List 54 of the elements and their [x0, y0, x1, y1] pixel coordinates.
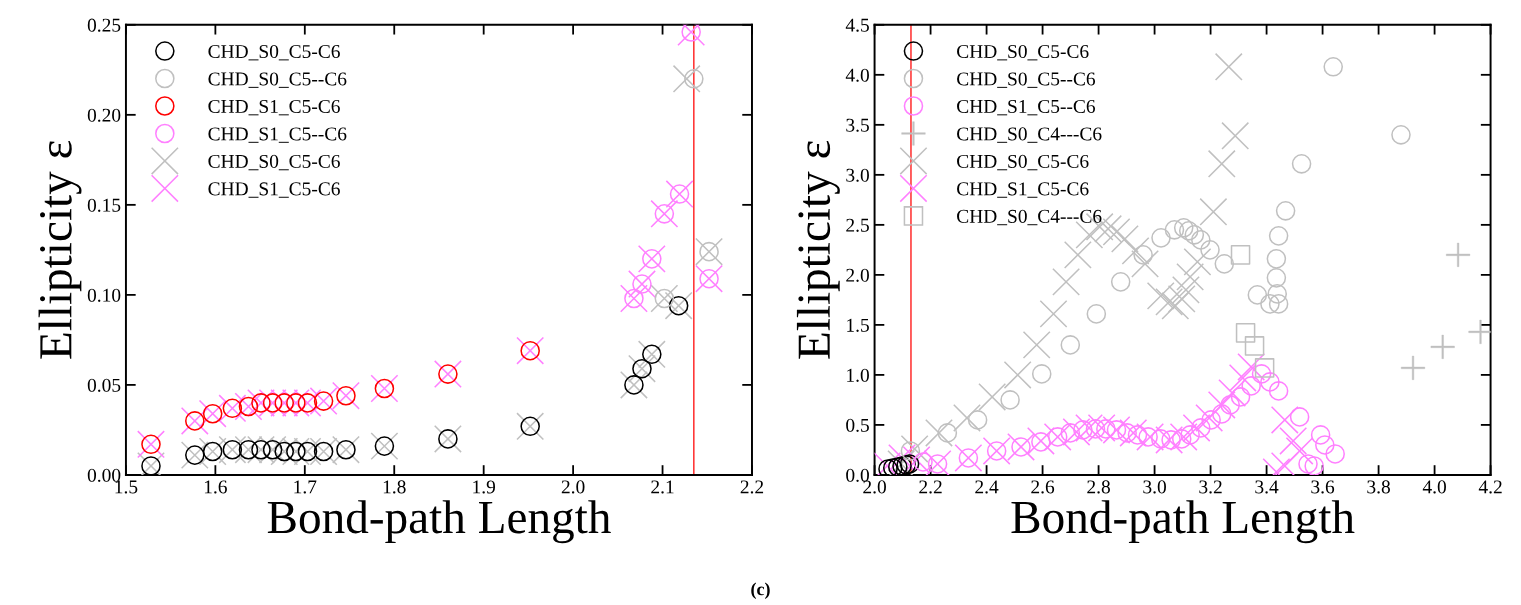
y-tick-label: 0.5	[846, 418, 869, 432]
y-tick-label: 0.05	[87, 378, 121, 392]
x-tick-label: 3.6	[1311, 480, 1335, 494]
x-tick-label: 1.7	[294, 480, 317, 494]
x-tick-label: 3.2	[1199, 480, 1222, 494]
x-axis-title: Bond-path Length	[1011, 500, 1355, 544]
y-tick-label: 2.0	[846, 268, 869, 282]
x-tick-label: 1.8	[383, 480, 406, 494]
legend-label: CHD_S0_C5-C6	[957, 154, 1089, 171]
y-tick-label: 0.20	[87, 108, 121, 122]
y-axis-title: Ellipticity ε	[796, 140, 840, 359]
x-tick-label: 3.8	[1367, 480, 1390, 494]
legend-label: CHD_S0_C5--C6	[957, 72, 1096, 88]
x-axis-title: Bond-path Length	[267, 500, 611, 544]
x-tick-label: 2.0	[561, 480, 585, 494]
legend-label: CHD_S0_C5-C6	[208, 44, 340, 61]
y-tick-label: 0.25	[87, 18, 121, 32]
y-tick-label: 3.5	[846, 118, 869, 132]
x-tick-label: 2.2	[740, 480, 764, 494]
legend-label: CHD_S1_C5--C6	[957, 99, 1096, 116]
legend-label: CHD_S0_C4---C6	[957, 127, 1102, 143]
y-tick-label: 2.5	[846, 218, 869, 232]
legend-label: CHD_S1_C5-C6	[208, 182, 340, 198]
x-tick-label: 2.1	[651, 480, 674, 494]
x-tick-label: 2.8	[1087, 480, 1110, 494]
y-tick-label: 1.5	[847, 318, 869, 332]
legend-label: CHD_S1_C5-C6	[957, 182, 1089, 198]
legend-label: CHD_S0_C5--C6	[208, 72, 347, 88]
y-tick-label: 4.0	[845, 68, 869, 82]
y-tick-label: 0.0	[846, 468, 869, 482]
legend-label: CHD_S1_C5-C6	[208, 99, 340, 116]
text: (c)	[751, 582, 770, 599]
x-tick-label: 1.5	[115, 480, 138, 494]
x-tick-label: 2.2	[919, 480, 942, 494]
x-tick-label: 1.6	[204, 480, 227, 494]
x-tick-label: 2.6	[1031, 480, 1055, 494]
x-tick-label: 2.0	[863, 480, 886, 494]
x-tick-label: 4.0	[1422, 480, 1446, 494]
y-tick-label: 0.10	[87, 288, 121, 302]
y-tick-label: 4.5	[845, 18, 869, 32]
y-tick-label: 0.00	[87, 468, 121, 482]
x-tick-label: 4.2	[1478, 480, 1502, 494]
legend-label: CHD_S0_C5-C6	[957, 44, 1089, 61]
legend-label: CHD_S0_C5-C6	[208, 154, 340, 171]
y-tick-label: 1.0	[847, 368, 869, 382]
x-tick-label: 3.4	[1255, 480, 1279, 494]
y-tick-label: 3.0	[846, 168, 869, 182]
legend-label: CHD_S1_C5--C6	[208, 127, 347, 143]
y-axis-title: Ellipticity ε	[38, 140, 82, 359]
y-tick-label: 0.15	[87, 198, 121, 212]
legend-label: CHD_S0_C4---C6	[957, 209, 1102, 226]
x-tick-label: 1.9	[473, 480, 496, 494]
x-tick-label: 2.4	[975, 480, 999, 494]
x-tick-label: 3.0	[1143, 480, 1166, 494]
